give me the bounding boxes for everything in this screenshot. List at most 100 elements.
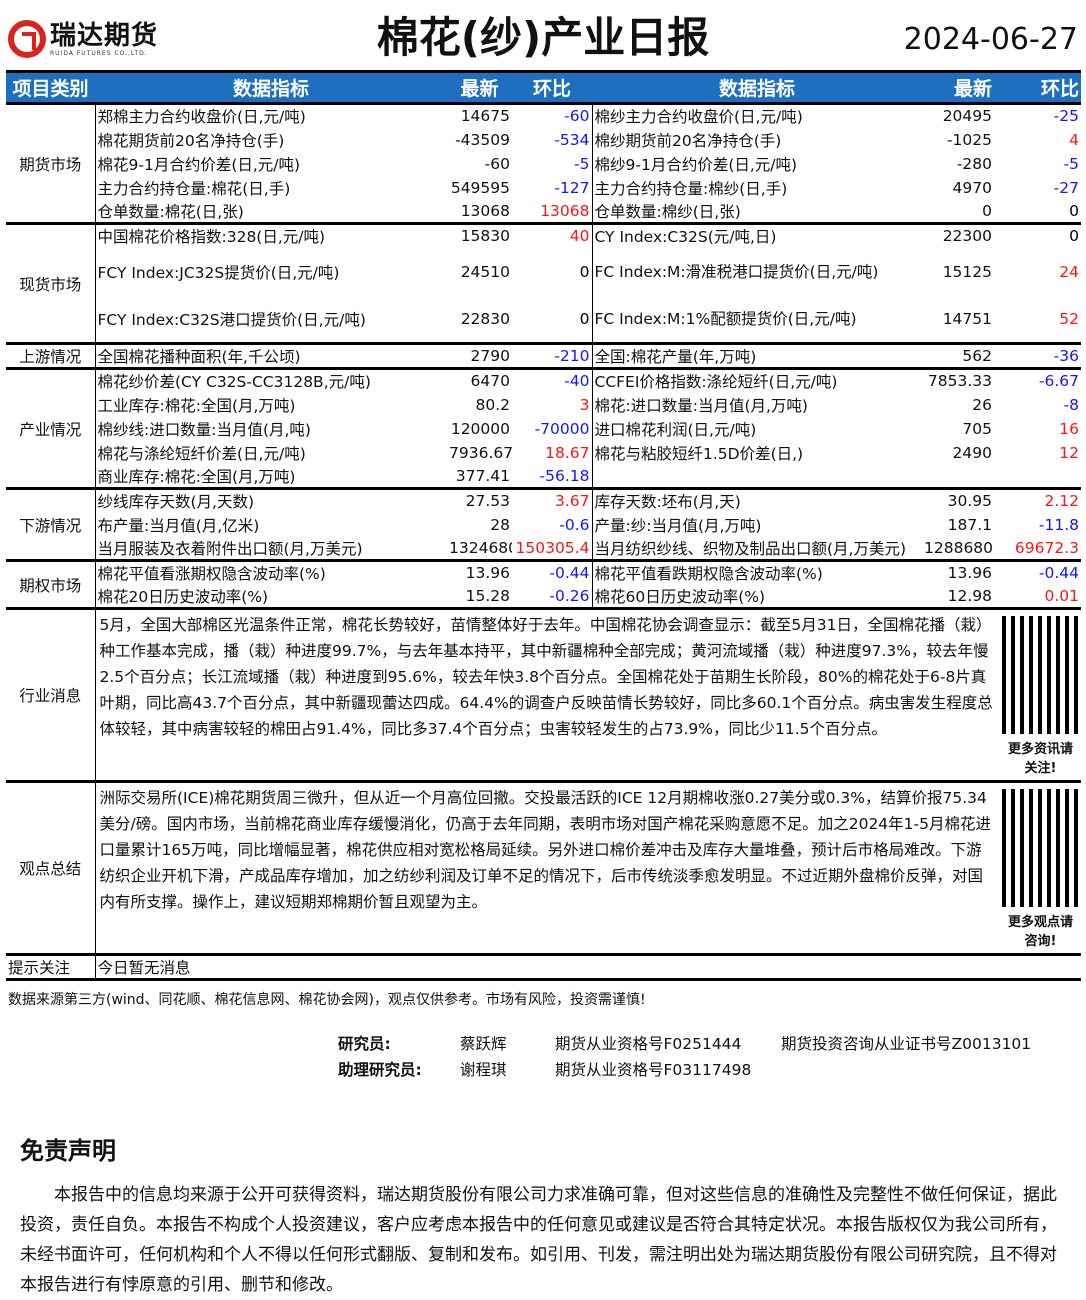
data-table: 项目类别 数据指标 最新 环比 数据指标 最新 环比 期货市场 郑棉主力合约收盘价… (6, 70, 1081, 981)
logo-icon (8, 20, 46, 58)
staff-cert: 期货从业资格号F0251444 (555, 1035, 742, 1053)
metric-name-2: 棉花平值看跌期权隐含波动率(%) (591, 559, 922, 585)
qr-caption: 更多观点请咨询! (1007, 915, 1073, 949)
opinion-label: 观点总结 (6, 780, 96, 955)
latest-value-2: 22300 (922, 222, 1000, 248)
metric-name-2: 库存天数:坯布(月,天) (591, 487, 922, 513)
table-row: 当月服装及衣着附件出口额(月,万美元) 1324680 150305.4 当月纺织纱线… (6, 536, 1081, 561)
col-change-2: 环比 (1000, 70, 1081, 104)
latest-value-2: -1025 (946, 130, 992, 149)
metric-name: 棉花与涤纶短纤价差(日,元/吨) (97, 444, 306, 463)
table-row: 布产量:当月值(月,亿米) 28 -0.6 产量:纱:当月值(月,万吨) 187.1 -1… (6, 512, 1081, 537)
change-value-2 (1000, 465, 1081, 489)
metric-name: 棉花纱价差(CY C32S-CC3128B,元/吨) (95, 367, 447, 393)
opinion-row: 观点总结 洲际交易所(ICE)棉花期货周三微升，但从近一个月高位回撤。交投最活跃… (6, 780, 1081, 955)
change-value-2: -6.67 (1000, 367, 1081, 393)
latest-value-2: 0 (982, 201, 992, 220)
change-value: -127 (554, 178, 590, 197)
table-row: 产业情况 棉花纱价差(CY C32S-CC3128B,元/吨) 6470 -40 CCF… (6, 367, 1081, 489)
latest-value: 120000 (450, 419, 510, 438)
staff-cert-2: 期货投资咨询从业证书号Z0013101 (781, 1035, 1032, 1053)
latest-value-2: 12.98 (947, 586, 992, 605)
staff-role: 助理研究员: (338, 1061, 422, 1079)
change-value-2: -25 (1000, 102, 1081, 128)
qr-code-icon (1002, 616, 1081, 734)
table-row: 棉纱线:进口数量:当月值(月,吨) 120000 -70000 进口棉花利润(日,元/… (6, 416, 1081, 441)
latest-value: 1324680 (449, 538, 512, 557)
news-row: 行业消息 5月，全国大部棉区光温条件正常，棉花长势较好，苗情整体好于去年。中国棉… (6, 607, 1081, 782)
change-value-2: -5 (1063, 154, 1079, 173)
latest-value: -60 (484, 154, 510, 173)
metric-name-2: 进口棉花利润(日,元/吨) (591, 416, 922, 441)
change-value-2: -8 (1063, 395, 1079, 414)
latest-value: 22830 (460, 309, 510, 328)
latest-value-2: 705 (962, 419, 992, 438)
report-date: 2024-06-27 (903, 22, 1078, 57)
latest-value: 24510 (460, 262, 510, 281)
report-title: 棉花(纱)产业日报 (376, 13, 710, 62)
change-value-2: 0.01 (1044, 586, 1079, 605)
metric-name: FCY Index:JC32S提货价(日,元/吨) (97, 263, 340, 282)
latest-value: 6470 (447, 367, 512, 393)
table-row: 上游情况 全国棉花播种面积(年,千公顷) 2790 -210 全国:棉花产量(年,万吨)… (6, 342, 1081, 369)
change-value: 150305.4 (515, 538, 590, 557)
table-row: 棉花期货前20名净持仓(手) -43509 -534 棉纱期货前20名净持仓(手) -1… (6, 127, 1081, 152)
table-row: 棉花20日历史波动率(%) 15.28 -0.26 棉花60日历史波动率(%) 12.9… (6, 584, 1081, 609)
latest-value: 549595 (450, 178, 510, 197)
metric-name-2: 主力合约持仓量:棉纱(日,手) (591, 175, 922, 200)
metric-name-2: 当月纺织纱线、织物及制品出口额(月,万美元) (591, 536, 922, 561)
change-value-2: 0 (1069, 201, 1079, 220)
table-row: 下游情况 纱线库存天数(月,天数) 27.53 3.67 库存天数:坯布(月,天) 30.… (6, 487, 1081, 561)
table-row: FCY Index:C32S港口提货价(日,元/吨) 22830 0 FC Index… (6, 295, 1081, 344)
metric-name: 郑棉主力合约收盘价(日,元/吨) (95, 102, 447, 128)
col-metric: 数据指标 (95, 70, 447, 104)
category-label: 期权市场 (6, 559, 96, 609)
latest-value-2: 562 (922, 342, 1000, 369)
change-value-2: -0.44 (1000, 559, 1081, 585)
metric-name: 全国棉花播种面积(年,千公顷) (95, 342, 447, 369)
qr-caption: 更多资讯请关注! (1007, 742, 1073, 776)
opinion-text: 洲际交易所(ICE)棉花期货周三微升，但从近一个月高位回撤。交投最活跃的ICE … (95, 780, 1000, 955)
metric-name: 棉花20日历史波动率(%) (97, 587, 269, 606)
logo-english: RUIDA FUTURES CO.,LTD. (50, 49, 148, 57)
metric-name: 中国棉花价格指数:328(日,元/吨) (95, 222, 447, 248)
change-value: 18.67 (545, 443, 590, 462)
company-logo: 瑞达期货 RUIDA FUTURES CO.,LTD. (8, 20, 158, 58)
table-row: 商业库存:棉花:全国(月,万吨) 377.41 -56.18 (6, 464, 1081, 489)
change-value: -40 (512, 367, 592, 393)
metric-name: 当月服装及衣着附件出口额(月,万美元) (97, 539, 363, 558)
metric-name-2: CY Index:C32S(元/吨,日) (591, 222, 922, 248)
metric-name-2: 仓单数量:棉纱(日,张) (591, 199, 922, 224)
latest-value: 13068 (460, 201, 510, 220)
source-note: 数据来源第三方(wind、同花顺、棉花信息网、棉花协会网)，观点仅供参考。市场有… (8, 992, 646, 1008)
latest-value: 15830 (447, 222, 512, 248)
latest-value-2: 2490 (952, 443, 992, 462)
change-value-2: -36 (1000, 342, 1081, 369)
staff-row: 研究员: 蔡跃辉 期货从业资格号F0251444 期货投资咨询从业证书号Z001310… (338, 1031, 1086, 1057)
metric-name: 商业库存:棉花:全国(月,万吨) (97, 467, 296, 486)
change-value: -60 (512, 102, 592, 128)
change-value-2: 16 (1059, 419, 1079, 438)
latest-value-2: -280 (956, 154, 992, 173)
news-text: 5月，全国大部棉区光温条件正常，棉花长势较好，苗情整体好于去年。中国棉花协会调查… (95, 607, 1000, 782)
metric-name-2: FC Index:M:1%配额提货价(日,元/吨) (591, 295, 922, 344)
table-header: 项目类别 数据指标 最新 环比 数据指标 最新 环比 (6, 70, 1081, 104)
change-value-2: -11.8 (1038, 515, 1079, 534)
metric-name: 棉花9-1月合约价差(日,元/吨) (97, 155, 301, 174)
change-value: 13068 (540, 201, 590, 220)
latest-value: 2790 (447, 342, 512, 369)
metric-name-2: 棉纱9-1月合约价差(日,元/吨) (591, 151, 922, 176)
latest-value: -43509 (455, 130, 510, 149)
latest-value: 80.2 (475, 395, 510, 414)
metric-name: 棉花平值看涨期权隐含波动率(%) (95, 559, 447, 585)
metric-name-2: 棉花:进口数量:当月值(月,万吨) (591, 392, 922, 417)
latest-value-2: 4970 (952, 178, 992, 197)
staff-info: 研究员: 蔡跃辉 期货从业资格号F0251444 期货投资咨询从业证书号Z001310… (338, 1031, 1086, 1083)
metric-name-2: 棉花与粘胶短纤1.5D价差(日,) (591, 440, 922, 465)
change-value: 0 (579, 262, 590, 281)
change-value-2: 24 (1059, 262, 1079, 281)
latest-value: 7936.67 (449, 443, 512, 462)
category-label: 现货市场 (6, 222, 96, 344)
change-value: -70000 (534, 419, 590, 438)
latest-value-2: 7853.33 (922, 367, 1000, 393)
